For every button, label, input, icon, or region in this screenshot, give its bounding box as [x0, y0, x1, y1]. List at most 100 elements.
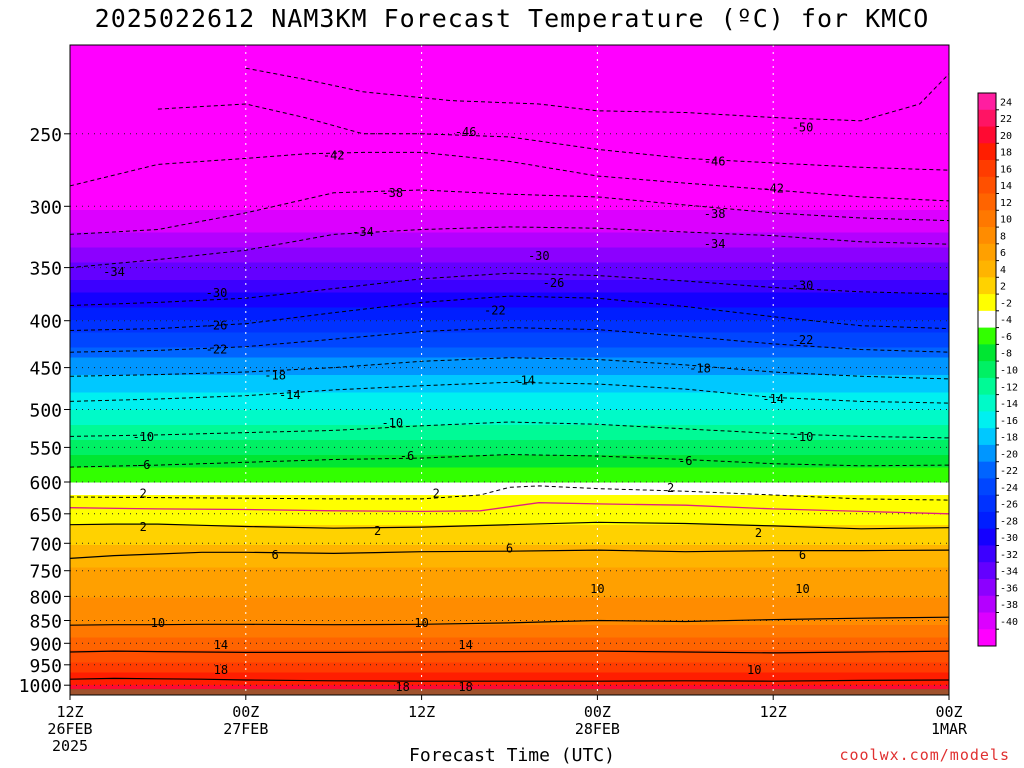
- temperature-fill: [70, 45, 949, 695]
- contour-label: -42: [762, 182, 784, 196]
- temperature-band: [70, 497, 949, 501]
- colorbar-swatch: [978, 143, 996, 161]
- temperature-band: [70, 180, 949, 184]
- temperature-band: [70, 440, 949, 444]
- temperature-band: [70, 475, 949, 479]
- temperature-band: [70, 355, 949, 359]
- x-axis-title: Forecast Time (UTC): [409, 745, 615, 766]
- temperature-band: [70, 447, 949, 451]
- colorbar-swatch: [978, 176, 996, 194]
- colorbar-label: -38: [1000, 600, 1018, 611]
- contour-label: 10: [590, 582, 604, 596]
- temperature-band: [70, 472, 949, 476]
- temperature-band: [70, 422, 949, 426]
- temperature-band: [70, 202, 949, 206]
- temperature-band: [70, 60, 949, 64]
- temperature-band: [70, 242, 949, 246]
- temperature-band: [70, 75, 949, 79]
- temperature-band: [70, 640, 949, 644]
- temperature-band: [70, 427, 949, 431]
- contour-label: -38: [381, 186, 403, 200]
- temperature-band: [70, 587, 949, 591]
- temperature-band: [70, 600, 949, 604]
- y-tick-label: 600: [29, 473, 62, 494]
- temperature-band: [70, 352, 949, 356]
- temperature-band: [70, 252, 949, 256]
- x-tick-label: 1MAR: [931, 720, 968, 738]
- temperature-band: [70, 147, 949, 151]
- temperature-band: [70, 105, 949, 109]
- temperature-band: [70, 370, 949, 374]
- temperature-band: [70, 292, 949, 296]
- colorbar-swatch: [978, 344, 996, 362]
- temperature-band: [70, 397, 949, 401]
- contour-label: -38: [704, 207, 726, 221]
- temperature-band: [70, 350, 949, 354]
- temperature-band: [70, 135, 949, 139]
- temperature-band: [70, 430, 949, 434]
- contour-label: -30: [792, 278, 814, 292]
- contour-label: 6: [271, 548, 278, 562]
- colorbar-label: 4: [1000, 265, 1006, 276]
- colorbar-label: -40: [1000, 617, 1018, 628]
- temperature-band: [70, 247, 949, 251]
- y-tick-label: 700: [29, 534, 62, 555]
- colorbar-label: 10: [1000, 215, 1012, 226]
- contour-line: [70, 226, 949, 269]
- temperature-band: [70, 235, 949, 239]
- temperature-band: [70, 507, 949, 511]
- colorbar-label: 2: [1000, 282, 1006, 293]
- temperature-band: [70, 330, 949, 334]
- colorbar-label: 12: [1000, 198, 1012, 209]
- temperature-band: [70, 245, 949, 249]
- temperature-band: [70, 672, 949, 676]
- temperature-band: [70, 610, 949, 614]
- colorbar-swatch: [978, 595, 996, 613]
- contour-label: -10: [792, 430, 814, 444]
- temperature-band: [70, 260, 949, 264]
- contour-label: -34: [704, 237, 726, 251]
- colorbar-swatch: [978, 612, 996, 630]
- temperature-band: [70, 390, 949, 394]
- temperature-band: [70, 327, 949, 331]
- contour-label: -26: [543, 276, 565, 290]
- temperature-band: [70, 532, 949, 536]
- colorbar-label: -36: [1000, 583, 1018, 594]
- colorbar: 24 22 20 18 16 14 12 10 8 6 4 2 -2 -4 -6 -8 -10 -12 -14 -16…: [977, 92, 1018, 647]
- temperature-band: [70, 615, 949, 619]
- temperature-band: [70, 670, 949, 674]
- contour-label: -42: [323, 148, 345, 162]
- colorbar-label: -12: [1000, 382, 1018, 393]
- temperature-band: [70, 502, 949, 506]
- temperature-band: [70, 460, 949, 464]
- temperature-band: [70, 572, 949, 576]
- temperature-band: [70, 310, 949, 314]
- temperature-band: [70, 450, 949, 454]
- temperature-band: [70, 50, 949, 54]
- temperature-band: [70, 217, 949, 221]
- x-tick-label: 27FEB: [223, 720, 268, 738]
- temperature-band: [70, 285, 949, 289]
- colorbar-label: -20: [1000, 449, 1018, 460]
- temperature-band: [70, 642, 949, 646]
- colorbar-label: -24: [1000, 483, 1018, 494]
- colorbar-label: -14: [1000, 399, 1018, 410]
- temperature-band: [70, 432, 949, 436]
- temperature-band: [70, 272, 949, 276]
- contour-label: -22: [484, 304, 506, 318]
- contour-lines: [70, 67, 949, 682]
- temperature-band: [70, 525, 949, 529]
- temperature-band: [70, 55, 949, 59]
- colorbar-swatch: [978, 160, 996, 178]
- x-tick-label: 26FEB: [47, 720, 92, 738]
- colorbar-swatch: [978, 511, 996, 530]
- colorbar-swatch: [978, 629, 996, 647]
- temperature-band: [70, 375, 949, 379]
- colorbar-label: -30: [1000, 533, 1018, 544]
- temperature-band: [70, 487, 949, 491]
- temperature-band: [70, 77, 949, 81]
- temperature-band: [70, 230, 949, 234]
- temperature-band: [70, 97, 949, 101]
- temperature-band: [70, 87, 949, 91]
